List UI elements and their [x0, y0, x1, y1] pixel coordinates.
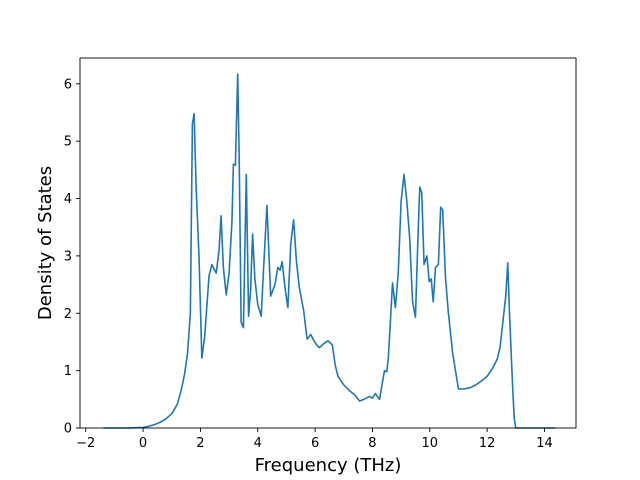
x-tick-label: 4	[254, 436, 262, 451]
y-tick-label: 2	[64, 307, 72, 322]
x-axis-ticks: −2 0 2 4 6 8 10 12 14	[76, 428, 553, 451]
y-tick-label: 1	[64, 364, 72, 379]
y-tick-label: 0	[64, 422, 72, 437]
x-tick-label: 10	[422, 436, 439, 451]
x-axis-label: Frequency (THz)	[255, 455, 402, 476]
plot-frame	[79, 57, 577, 429]
dos-series-line	[103, 73, 556, 429]
y-tick-label: 6	[64, 77, 72, 92]
x-tick-label: 8	[368, 436, 376, 451]
y-tick-label: 5	[64, 135, 72, 150]
x-tick-label: 0	[139, 436, 147, 451]
x-tick-label: 12	[479, 436, 496, 451]
y-axis-label: Density of States	[35, 166, 56, 320]
y-axis-ticks: 0 1 2 3 4 5 6	[64, 77, 80, 437]
y-tick-label: 3	[64, 249, 72, 264]
x-tick-label: 6	[311, 436, 319, 451]
x-tick-label: −2	[76, 436, 95, 451]
x-tick-label: 14	[536, 436, 553, 451]
x-tick-label: 2	[196, 436, 204, 451]
y-tick-label: 4	[64, 192, 72, 207]
